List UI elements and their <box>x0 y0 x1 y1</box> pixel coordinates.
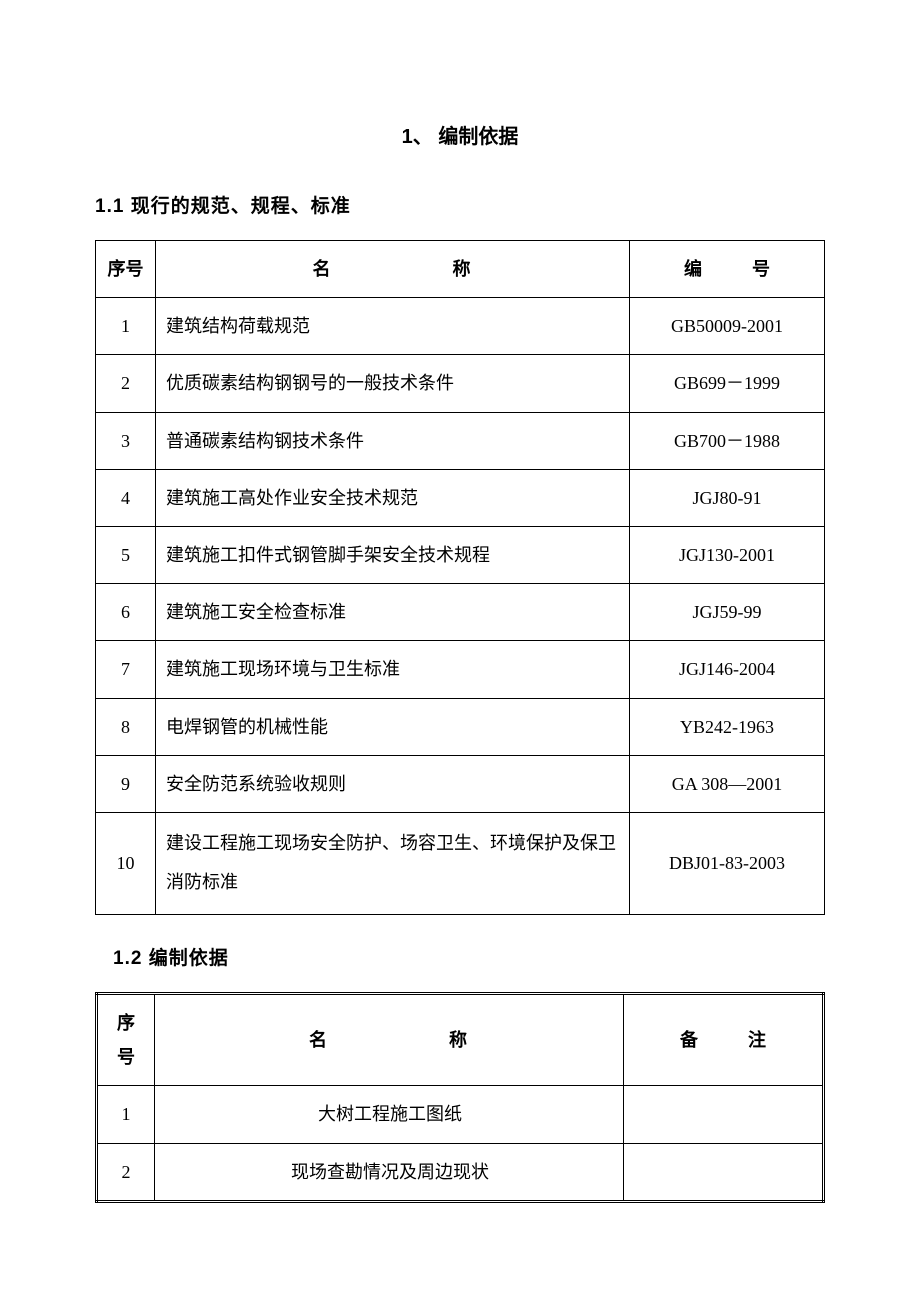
cell-code: DBJ01-83-2003 <box>630 812 825 914</box>
table-row: 4建筑施工高处作业安全技术规范JGJ80-91 <box>96 469 825 526</box>
cell-seq: 10 <box>96 812 156 914</box>
cell-name: 建筑施工现场环境与卫生标准 <box>156 641 630 698</box>
cell-name: 建设工程施工现场安全防护、场容卫生、环境保护及保卫消防标准 <box>156 812 630 914</box>
table-row: 6建筑施工安全检查标准JGJ59-99 <box>96 584 825 641</box>
table-row: 5建筑施工扣件式钢管脚手架安全技术规程JGJ130-2001 <box>96 526 825 583</box>
cell-seq: 6 <box>96 584 156 641</box>
header-name-char1: 名 <box>309 1030 329 1050</box>
cell-name: 优质碳素结构钢钢号的一般技术条件 <box>156 355 630 412</box>
cell-code: JGJ59-99 <box>630 584 825 641</box>
header-name-char2: 称 <box>453 259 473 279</box>
header-code-char1: 编 <box>684 259 702 279</box>
cell-name: 大树工程施工图纸 <box>155 1086 624 1143</box>
cell-seq: 1 <box>96 298 156 355</box>
cell-seq: 2 <box>97 1143 155 1201</box>
header-code-char2: 号 <box>752 259 770 279</box>
cell-name: 建筑施工扣件式钢管脚手架安全技术规程 <box>156 526 630 583</box>
header-seq-line2: 号 <box>117 1047 135 1067</box>
subsection-2-title: 1.2 编制依据 <box>113 943 825 970</box>
table-row: 2现场查勘情况及周边现状 <box>97 1143 824 1201</box>
header-seq: 序号 <box>97 994 155 1086</box>
cell-code: GB50009-2001 <box>630 298 825 355</box>
cell-code: JGJ130-2001 <box>630 526 825 583</box>
cell-name: 普通碳素结构钢技术条件 <box>156 412 630 469</box>
cell-name: 现场查勘情况及周边现状 <box>155 1143 624 1201</box>
header-name-char1: 名 <box>313 259 333 279</box>
cell-seq: 3 <box>96 412 156 469</box>
cell-name: 建筑结构荷载规范 <box>156 298 630 355</box>
cell-seq: 7 <box>96 641 156 698</box>
header-name: 名称 <box>155 994 624 1086</box>
standards-table: 序号 名称 编号 1建筑结构荷载规范GB50009-20012优质碳素结构钢钢号… <box>95 240 825 915</box>
header-seq: 序号 <box>96 241 156 298</box>
cell-seq: 2 <box>96 355 156 412</box>
table-row: 1建筑结构荷载规范GB50009-2001 <box>96 298 825 355</box>
cell-code: GB700－1988 <box>630 412 825 469</box>
table-row: 3普通碳素结构钢技术条件GB700－1988 <box>96 412 825 469</box>
basis-table: 序号 名称 备注 1大树工程施工图纸2现场查勘情况及周边现状 <box>95 992 825 1203</box>
table-row: 1大树工程施工图纸 <box>97 1086 824 1143</box>
cell-remark <box>624 1086 824 1143</box>
table-row: 10建设工程施工现场安全防护、场容卫生、环境保护及保卫消防标准DBJ01-83-… <box>96 812 825 914</box>
cell-code: YB242-1963 <box>630 698 825 755</box>
table-row: 8电焊钢管的机械性能YB242-1963 <box>96 698 825 755</box>
cell-seq: 5 <box>96 526 156 583</box>
cell-code: GB699－1999 <box>630 355 825 412</box>
table-header-row: 序号 名称 编号 <box>96 241 825 298</box>
cell-seq: 9 <box>96 755 156 812</box>
cell-remark <box>624 1143 824 1201</box>
header-remark: 备注 <box>624 994 824 1086</box>
header-remark-char1: 备 <box>680 1030 698 1050</box>
cell-seq: 4 <box>96 469 156 526</box>
header-name-char2: 称 <box>449 1030 469 1050</box>
cell-code: JGJ146-2004 <box>630 641 825 698</box>
cell-name: 安全防范系统验收规则 <box>156 755 630 812</box>
cell-seq: 8 <box>96 698 156 755</box>
table-header-row: 序号 名称 备注 <box>97 994 824 1086</box>
cell-name: 建筑施工高处作业安全技术规范 <box>156 469 630 526</box>
cell-code: JGJ80-91 <box>630 469 825 526</box>
header-seq-line1: 序 <box>117 1013 135 1033</box>
section-title: 1、 编制依据 <box>95 120 825 149</box>
header-remark-char2: 注 <box>748 1030 766 1050</box>
subsection-1-title: 1.1 现行的规范、规程、标准 <box>95 191 825 218</box>
header-code: 编号 <box>630 241 825 298</box>
cell-code: GA 308—2001 <box>630 755 825 812</box>
table-row: 7建筑施工现场环境与卫生标准JGJ146-2004 <box>96 641 825 698</box>
header-name: 名称 <box>156 241 630 298</box>
table-row: 2优质碳素结构钢钢号的一般技术条件GB699－1999 <box>96 355 825 412</box>
table-row: 9安全防范系统验收规则GA 308—2001 <box>96 755 825 812</box>
cell-name: 电焊钢管的机械性能 <box>156 698 630 755</box>
cell-seq: 1 <box>97 1086 155 1143</box>
cell-name: 建筑施工安全检查标准 <box>156 584 630 641</box>
